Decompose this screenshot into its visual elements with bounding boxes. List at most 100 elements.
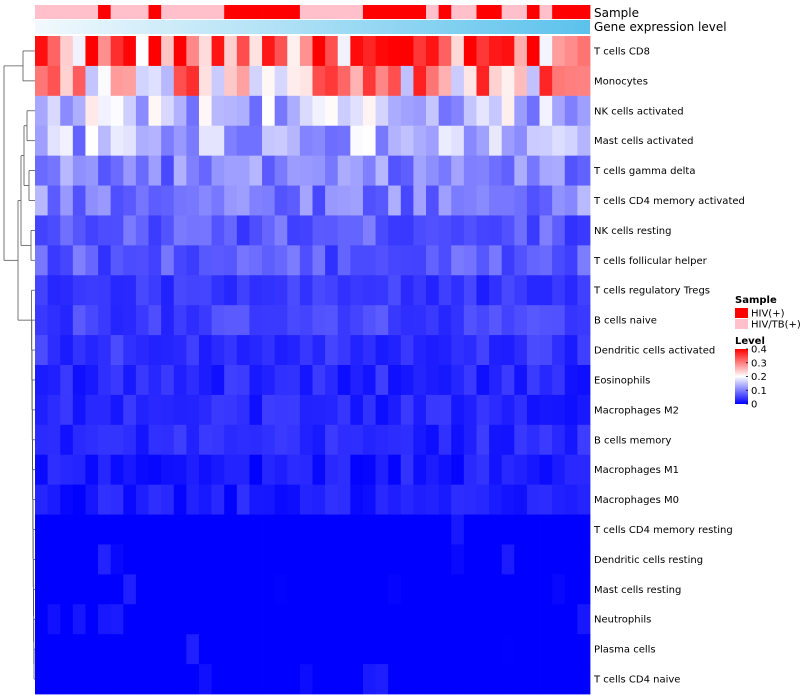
heatmap-cell [186,514,200,545]
heatmap-cell [287,544,301,575]
heatmap-cell [526,394,540,426]
heatmap-cell [173,275,187,306]
sample-annotation-cell [489,5,503,19]
heatmap-cell [173,424,187,456]
heatmap-cell [236,574,250,605]
heatmap-cell [72,335,86,366]
sample-annotation-cell [198,5,212,19]
sample-annotation-cell [186,5,200,19]
heatmap-cell [413,484,427,515]
heatmap-cell [476,604,490,635]
heatmap-cell [186,125,200,157]
heatmap-cell [539,305,553,336]
heatmap-cell [476,365,490,396]
heatmap-cell [186,394,200,426]
row-label: T cells regulatory Tregs [593,286,710,297]
heatmap-cell [135,634,149,665]
heatmap-cell [552,335,566,366]
sample-annotation-cell [236,5,250,19]
heatmap-cell [476,394,490,426]
heatmap-cell [312,424,326,456]
heatmap-cell [262,335,276,366]
heatmap-cell [186,365,200,396]
heatmap-cell [438,664,452,695]
heatmap-cell [426,664,440,695]
heatmap-cell [312,664,326,695]
heatmap-cell [262,215,276,246]
heatmap-cell [552,454,566,486]
heatmap-cell [110,394,124,426]
heatmap-cell [148,65,162,97]
sample-annotation-cell [161,5,175,19]
heatmap-cell [539,65,553,97]
heatmap-cell [249,125,263,157]
heatmap-cell [211,36,225,67]
heatmap-cell [262,424,276,456]
heatmap-cell [236,95,250,127]
heatmap-cell [489,275,503,306]
heatmap-cell [526,484,540,515]
heatmap-cell [362,544,376,575]
heatmap-cell [274,155,288,186]
heatmap-cell [161,155,175,186]
heatmap-cell [85,155,99,186]
heatmap-cell [47,514,61,545]
heatmap-cell [337,245,351,276]
heatmap-cell [577,394,591,426]
heatmap-cell [501,514,515,545]
heatmap-cell [350,484,364,515]
heatmap-cell [135,514,149,545]
heatmap-cell [173,574,187,605]
heatmap-cell [552,424,566,456]
heatmap-cell [224,574,238,605]
heatmap-cell [249,574,263,605]
heatmap-cell [224,365,238,396]
heatmap-cell [413,454,427,486]
heatmap-cell [287,275,301,306]
heatmap-cell [262,185,276,216]
sample-annotation-cell [438,5,452,19]
sample-annotation-cell [451,5,465,19]
sample-annotation-cell [312,5,326,19]
heatmap-cell [148,335,162,366]
heatmap-cell [173,634,187,665]
heatmap-cell [552,544,566,575]
heatmap-cell [186,95,200,127]
heatmap-cell [325,424,339,456]
heatmap-cell [463,125,477,157]
heatmap-cell [501,275,515,306]
heatmap-cell [72,185,86,216]
heatmap-cell [564,544,578,575]
heatmap-cell [274,335,288,366]
heatmap-cell [35,305,49,336]
heatmap-cell [362,604,376,635]
heatmap-cell [325,335,339,366]
heatmap-cell [72,125,86,157]
legend-level-tick-label: 0.2 [751,372,767,383]
heatmap-cell [350,514,364,545]
heatmap-cell [312,305,326,336]
heatmap-cell [350,155,364,186]
row-label: Mast cells resting [594,585,681,596]
heatmap-cell [236,335,250,366]
heatmap-cell [400,275,414,306]
heatmap-cell [526,664,540,695]
heatmap-cell [236,185,250,216]
heatmap-cell [476,634,490,665]
heatmap-cell [236,215,250,246]
heatmap-cell [211,514,225,545]
heatmap-cell [47,574,61,605]
heatmap-cell [325,36,339,67]
heatmap-cell [148,484,162,515]
heatmap-cell [148,454,162,486]
heatmap-cell [350,335,364,366]
heatmap-cell [451,454,465,486]
heatmap-cell [262,95,276,127]
heatmap-cell [60,335,74,366]
row-label: T cells follicular helper [593,256,708,267]
heatmap-cell [388,275,402,306]
heatmap-cell [262,305,276,336]
heatmap-cell [60,155,74,186]
heatmap-cell [426,65,440,97]
heatmap-cell [426,185,440,216]
